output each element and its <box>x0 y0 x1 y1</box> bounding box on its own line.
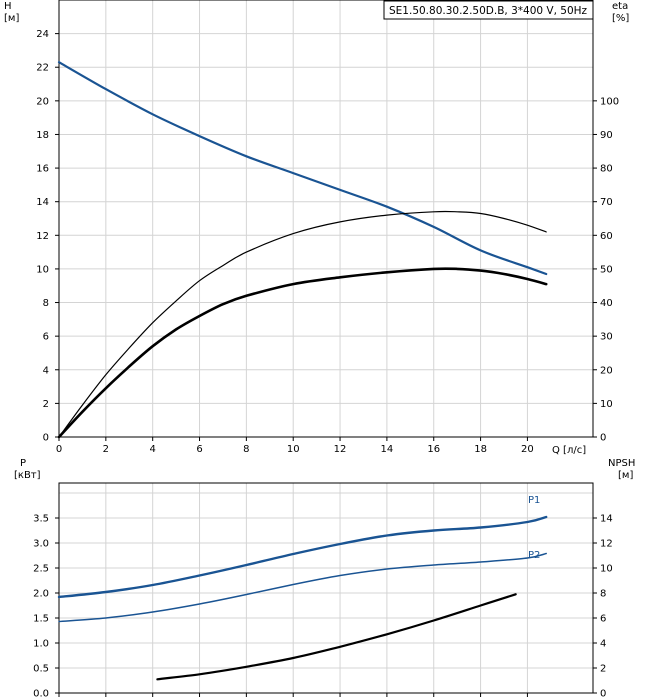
chart-title: SE1.50.80.30.2.50D.B, 3*400 V, 50Hz <box>389 5 588 17</box>
top-y2-tick-label-6: 60 <box>600 231 613 242</box>
series-label-p2: P2 <box>528 550 540 561</box>
x-tick-label-2: 4 <box>149 444 155 455</box>
y2-axis-label-npsh: NPSH <box>608 458 635 469</box>
bottom-y-tick-label-2: 1.0 <box>33 639 49 650</box>
y2-axis-unit-eta: [%] <box>612 13 629 24</box>
top-y-tick-label-9: 18 <box>36 130 49 141</box>
bottom-y-tick-label-6: 3.0 <box>33 539 49 550</box>
top-y2-tick-label-5: 50 <box>600 264 613 275</box>
head-efficiency-panel: 0 2 4 6 8 10 12 14 16 18 2002468101214161820222401… <box>4 0 629 456</box>
y-axis-unit-p: [кВт] <box>14 470 41 481</box>
bottom-y2-tick-label-2: 4 <box>600 639 606 650</box>
x-tick-label-5: 10 <box>287 444 300 455</box>
top-y2-tick-label-0: 0 <box>600 433 606 444</box>
top-y2-tick-label-4: 40 <box>600 298 613 309</box>
top-series <box>59 62 546 437</box>
top-y-tick-label-2: 4 <box>43 365 49 376</box>
top-y-tick-label-4: 8 <box>43 298 49 309</box>
y2-axis-label-eta: eta <box>612 1 628 12</box>
x-tick-label-4: 8 <box>243 444 249 455</box>
bottom-series-NPSH-line <box>157 594 515 679</box>
x-tick-label-1: 2 <box>103 444 109 455</box>
bottom-y2-tick-label-6: 12 <box>600 539 613 550</box>
x-tick-label-7: 14 <box>381 444 394 455</box>
bottom-axis-ticks: 0.0 0.5 1.0 1.5 2.0 2.5 3.0 3.5 0 2 4 6 8 10 12 14 <box>33 514 613 700</box>
top-y2-tick-label-8: 80 <box>600 164 613 175</box>
bottom-y-tick-label-0: 0.0 <box>33 689 49 700</box>
top-y2-tick-label-7: 70 <box>600 197 613 208</box>
top-plot-frame <box>59 0 593 437</box>
y2-axis-unit-npsh: [м] <box>618 470 633 481</box>
bottom-y-tick-label-7: 3.5 <box>33 514 49 525</box>
bottom-y2-tick-label-3: 6 <box>600 614 606 625</box>
top-y2-tick-label-3: 30 <box>600 332 613 343</box>
top-y-tick-label-1: 2 <box>43 399 49 410</box>
top-axis-ticks: 0 2 4 6 8 10 12 14 16 18 2002468101214161820222401… <box>36 29 619 455</box>
x-tick-label-9: 18 <box>474 444 487 455</box>
power-npsh-panel: 0.0 0.5 1.0 1.5 2.0 2.5 3.0 3.5 0 2 4 6 8 10 12 14 P [к… <box>14 458 635 700</box>
bottom-y-tick-label-5: 2.5 <box>33 564 49 575</box>
x-tick-label-10: 20 <box>521 444 534 455</box>
y-axis-unit-h: [м] <box>4 13 19 24</box>
top-y-tick-label-12: 24 <box>36 29 49 40</box>
top-y-tick-label-3: 6 <box>43 332 49 343</box>
y-axis-label-h: H <box>4 1 12 12</box>
top-y2-tick-label-9: 90 <box>600 130 613 141</box>
x-axis-label-q: Q [л/с] <box>552 445 586 456</box>
bottom-y2-tick-label-1: 2 <box>600 664 606 675</box>
top-y-tick-label-8: 16 <box>36 164 49 175</box>
top-y-tick-label-7: 14 <box>36 197 49 208</box>
top-y-tick-label-10: 20 <box>36 96 49 107</box>
x-tick-label-3: 6 <box>196 444 202 455</box>
top-y-tick-label-5: 10 <box>36 264 49 275</box>
y-axis-label-p: P <box>20 458 26 469</box>
bottom-y2-tick-label-5: 10 <box>600 564 613 575</box>
bottom-y-tick-label-3: 1.5 <box>33 614 49 625</box>
series-label-p1: P1 <box>528 495 540 506</box>
bottom-y2-tick-label-0: 0 <box>600 689 606 700</box>
top-y-tick-label-0: 0 <box>43 433 49 444</box>
bottom-y2-tick-label-4: 8 <box>600 589 606 600</box>
top-series-eta_thick-line <box>59 269 546 437</box>
x-tick-label-6: 12 <box>334 444 347 455</box>
bottom-y2-tick-label-7: 14 <box>600 514 613 525</box>
bottom-series <box>59 517 546 679</box>
bottom-series-P1-line <box>59 517 546 597</box>
top-y2-tick-label-10: 100 <box>600 96 619 107</box>
bottom-y-tick-label-1: 0.5 <box>33 664 49 675</box>
top-y2-tick-label-2: 20 <box>600 365 613 376</box>
bottom-y-tick-label-4: 2.0 <box>33 589 49 600</box>
top-grid <box>59 0 593 437</box>
top-y-tick-label-11: 22 <box>36 63 49 74</box>
top-y2-tick-label-1: 10 <box>600 399 613 410</box>
x-tick-label-8: 16 <box>427 444 440 455</box>
top-y-tick-label-6: 12 <box>36 231 49 242</box>
x-tick-label-0: 0 <box>56 444 62 455</box>
